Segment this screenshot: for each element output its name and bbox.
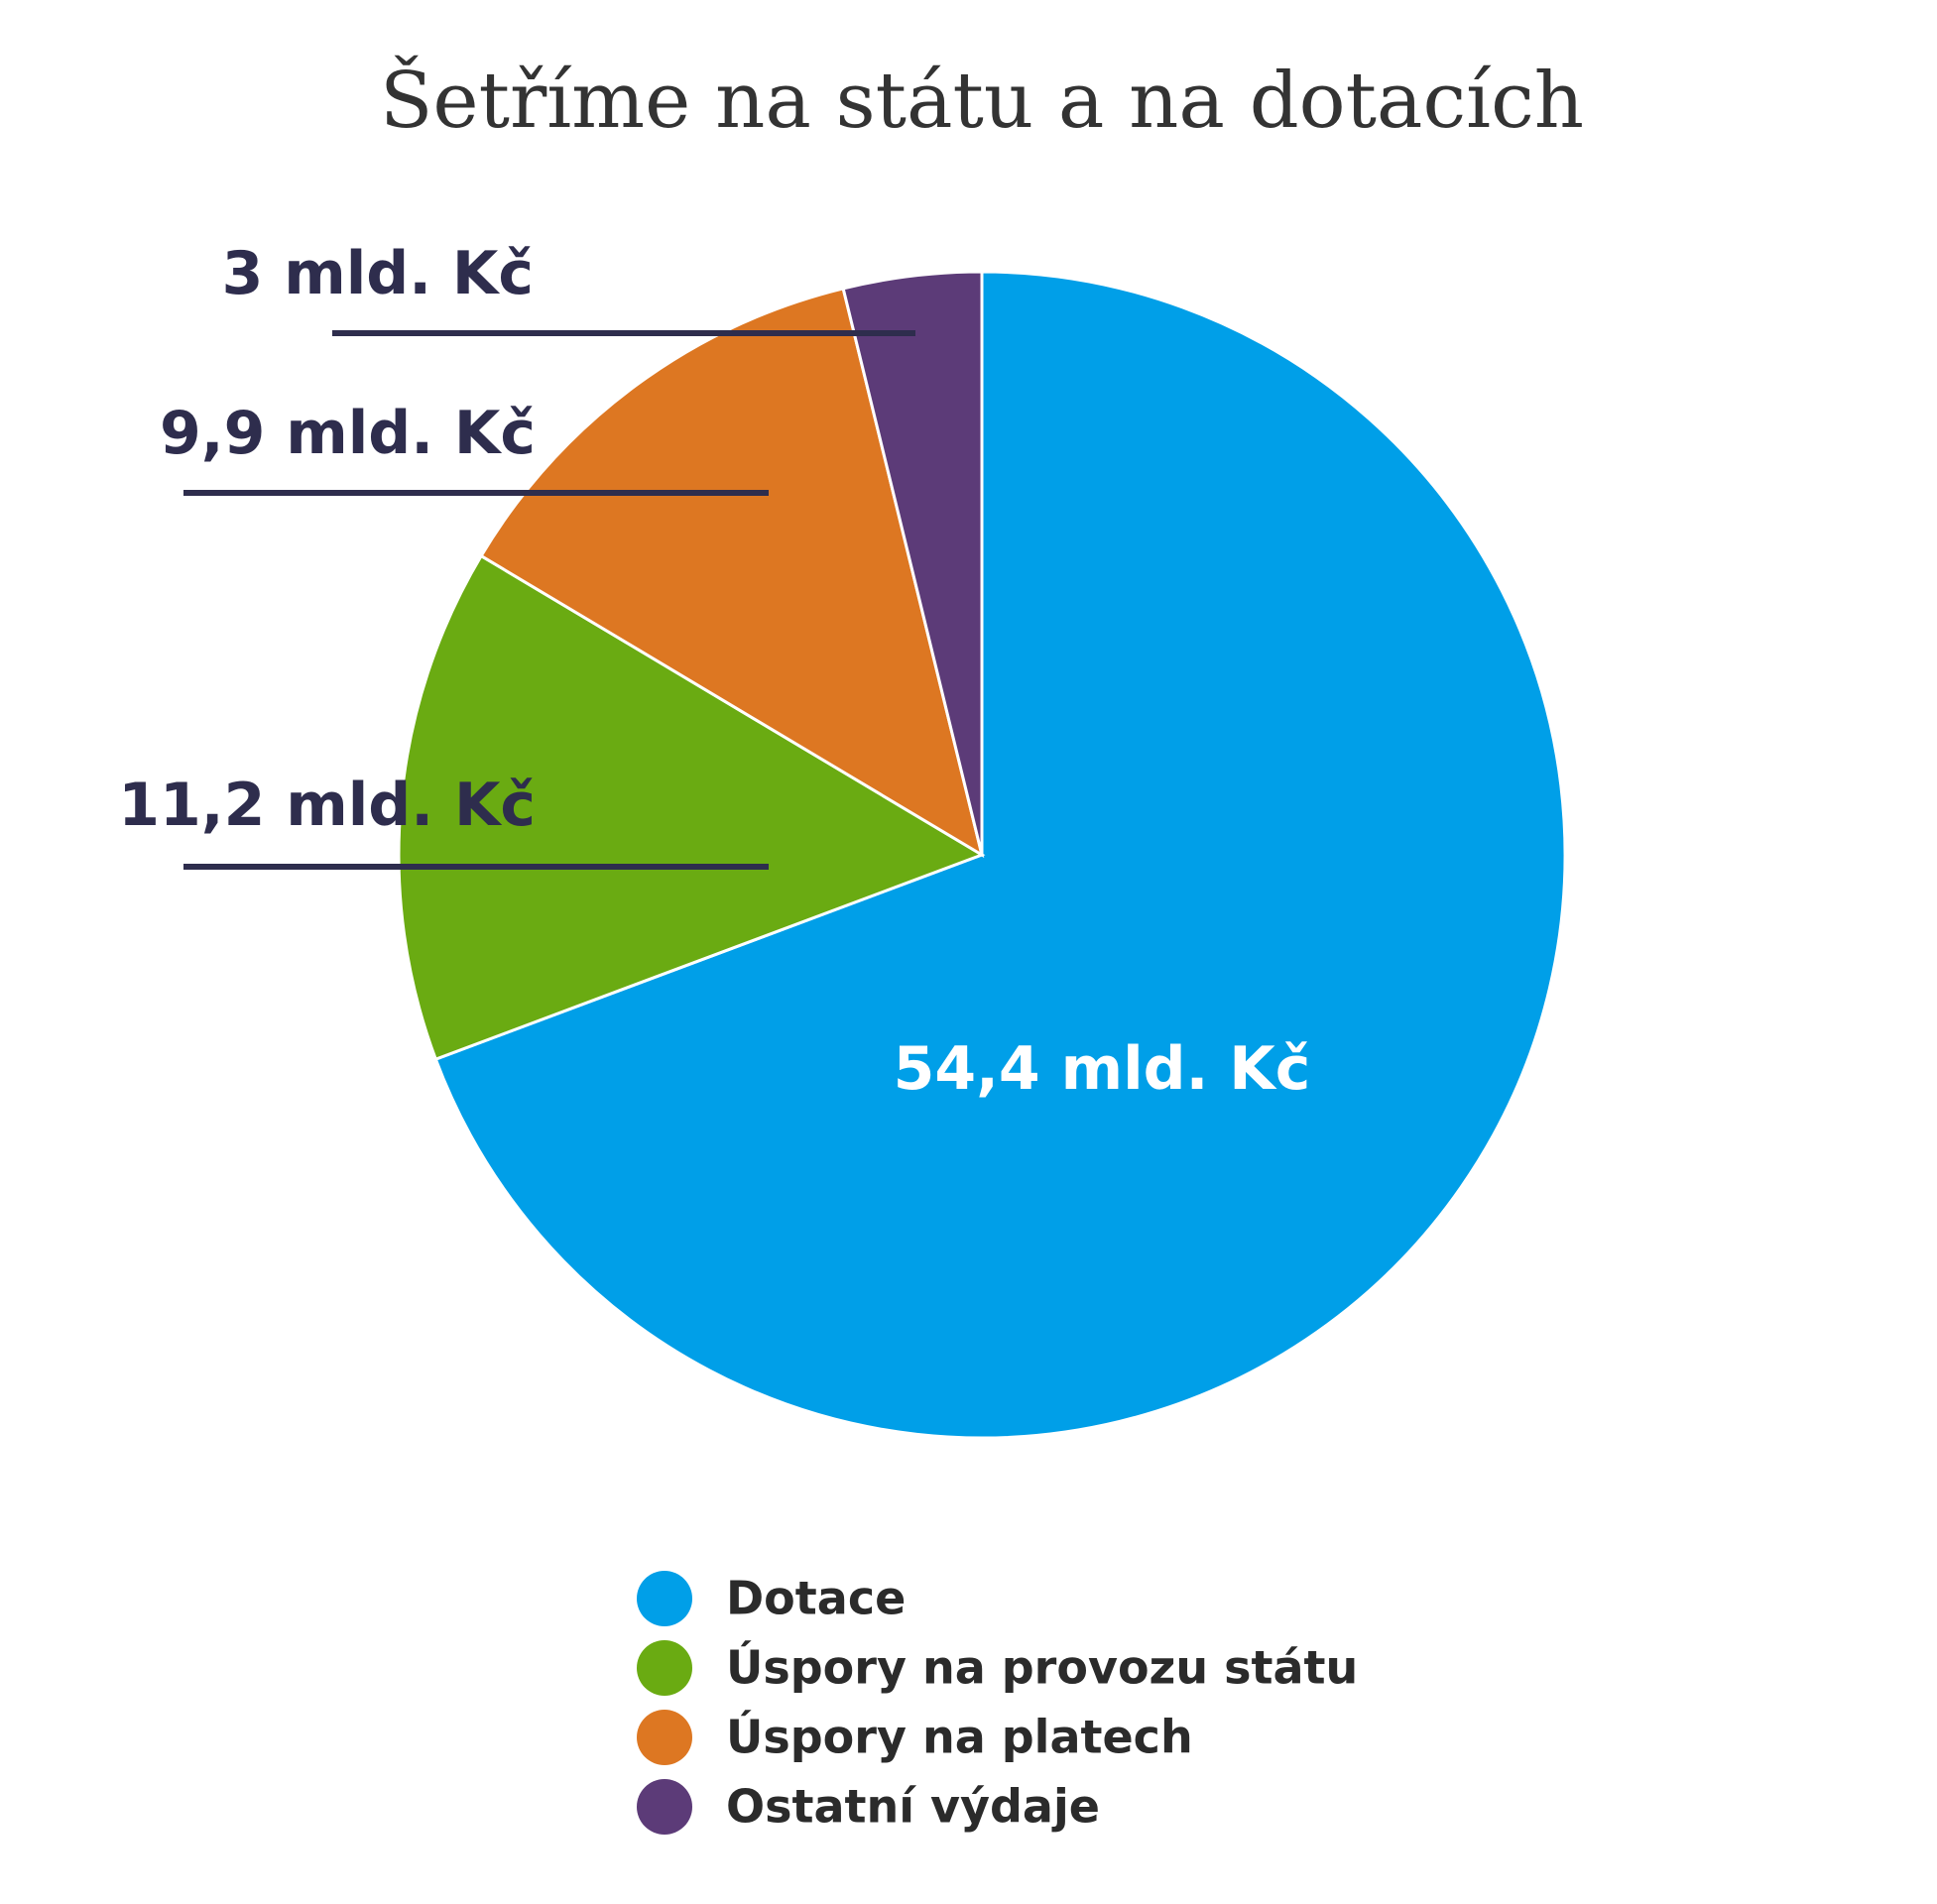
data-label: 54,4 mld. Kč bbox=[894, 1034, 1311, 1104]
pie-slice bbox=[479, 287, 985, 859]
legend-marker bbox=[637, 1571, 692, 1626]
legend-marker bbox=[637, 1710, 692, 1765]
legend-label: Úspory na platech bbox=[726, 1711, 1193, 1764]
legend-label: Dotace bbox=[726, 1572, 906, 1625]
legend-marker bbox=[637, 1779, 692, 1835]
pie-slice bbox=[397, 553, 986, 1062]
chart-title: Šetříme na státu a na dotacích bbox=[380, 54, 1584, 146]
data-label: 9,9 mld. Kč bbox=[160, 399, 536, 468]
pie-slice bbox=[841, 270, 984, 856]
data-label: 3 mld. Kč bbox=[222, 239, 534, 308]
data-label: 11,2 mld. Kč bbox=[118, 771, 536, 840]
legend-marker bbox=[637, 1640, 692, 1696]
legend-label: Úspory na provozu státu bbox=[726, 1641, 1358, 1695]
legend-label: Ostatní výdaje bbox=[726, 1780, 1100, 1834]
pie-slice bbox=[433, 270, 1567, 1440]
